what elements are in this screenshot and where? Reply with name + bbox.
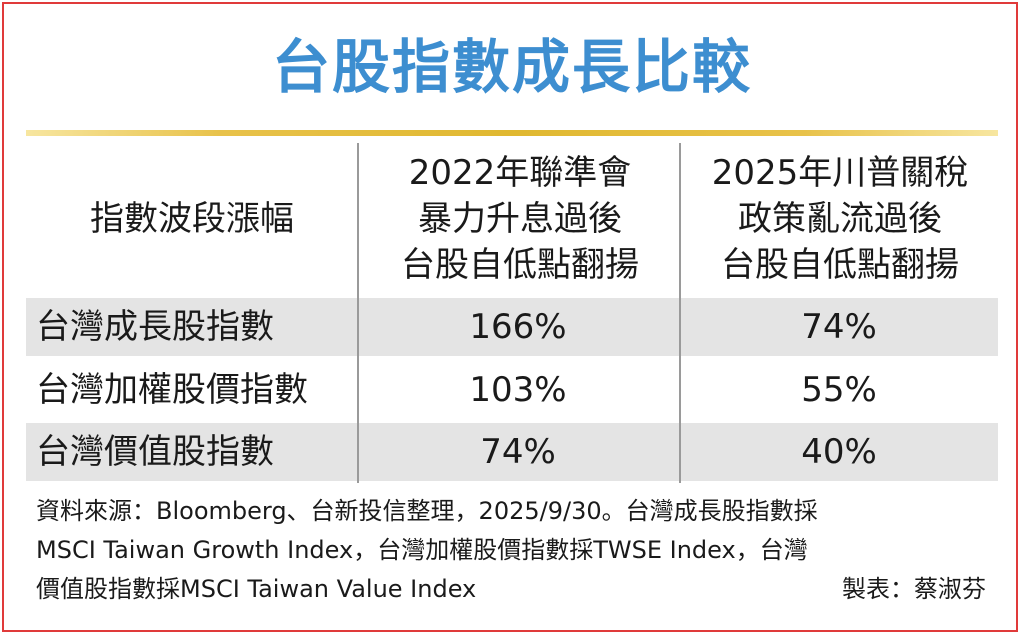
header-2022-line3: 台股自低點翻揚 (401, 245, 639, 285)
value-2022: 103% (469, 370, 567, 410)
value-2022: 74% (480, 432, 556, 472)
header-2022-line1: 2022年聯準會 (408, 153, 632, 193)
source-note-line3: 價值股指數採MSCI Taiwan Value Index (36, 575, 477, 603)
header-2022-line2: 暴力升息過後 (418, 199, 622, 239)
table-row: 台灣價值股指數 74% 40% (26, 423, 998, 481)
page-title: 台股指數成長比較 (271, 33, 752, 101)
source-note-line1: 資料來源：Bloomberg、台新投信整理，2025/9/30。台灣成長股指數採 (36, 497, 818, 525)
chart-credit: 製表：蔡淑芬 (842, 575, 986, 603)
header-2025-line1: 2025年川普關稅 (711, 153, 969, 193)
header-label: 指數波段漲幅 (90, 199, 294, 239)
value-2025: 40% (801, 432, 877, 472)
title-divider (26, 130, 998, 136)
row-label: 台灣成長股指數 (36, 307, 274, 347)
header-2025-line2: 政策亂流過後 (738, 199, 942, 239)
page-border (2, 2, 1018, 632)
source-note-line2: MSCI Taiwan Growth Index，台灣加權股價指數採TWSE I… (36, 536, 808, 564)
header-2022: 2022年聯準會 暴力升息過後 台股自低點翻揚 (360, 145, 680, 293)
value-2025: 55% (801, 370, 877, 410)
header-2025: 2025年川普關稅 政策亂流過後 台股自低點翻揚 (682, 145, 998, 293)
row-label: 台灣價值股指數 (36, 432, 274, 472)
value-2022: 166% (469, 307, 567, 347)
value-2025: 74% (801, 307, 877, 347)
row-label: 台灣加權股價指數 (36, 370, 308, 410)
header-index-change: 指數波段漲幅 (26, 145, 358, 293)
header-2025-line3: 台股自低點翻揚 (721, 245, 959, 285)
table-row: 台灣加權股價指數 103% 55% (26, 361, 998, 419)
column-divider (679, 143, 681, 483)
table-row: 台灣成長股指數 166% 74% (26, 298, 998, 356)
column-divider (357, 143, 359, 483)
